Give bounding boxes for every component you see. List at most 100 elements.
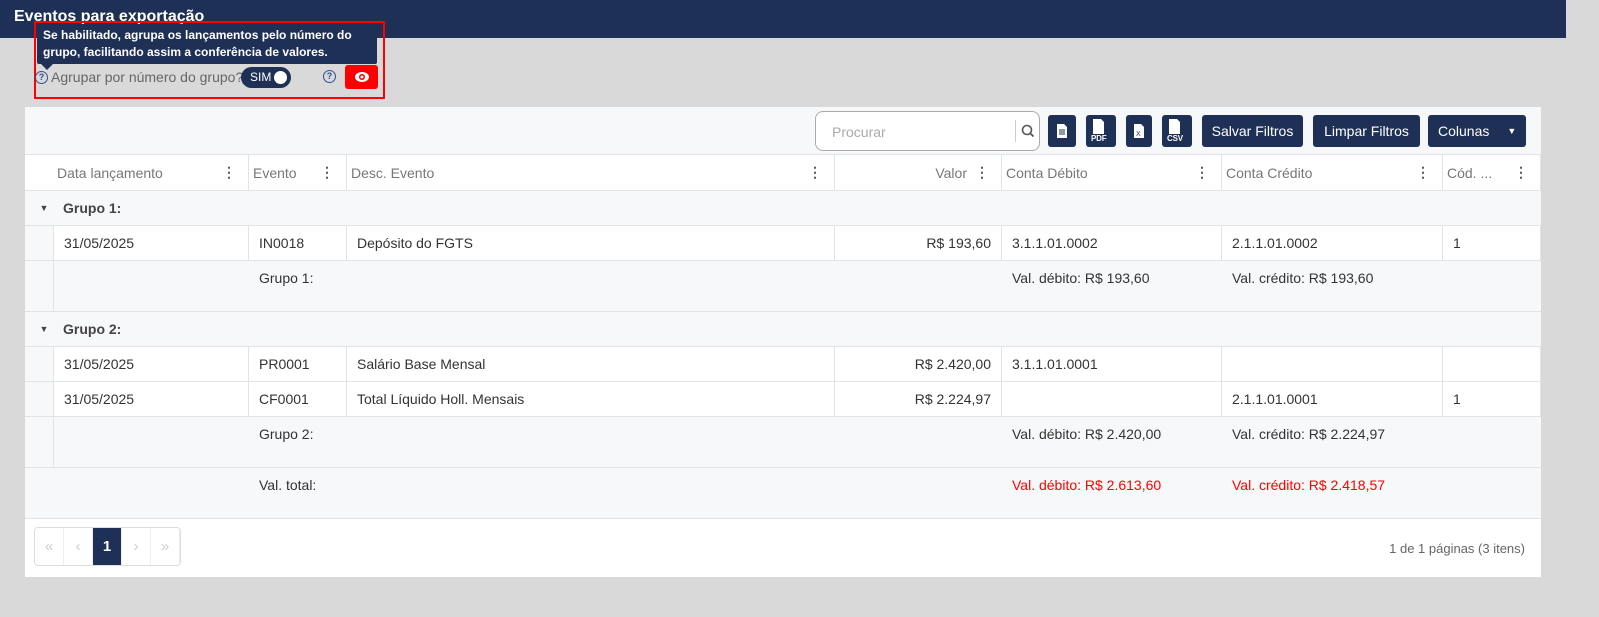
group-subtotal-row: Grupo 2: Val. débito: R$ 2.420,00 Val. cré… xyxy=(25,417,1541,468)
column-title: Desc. Evento xyxy=(351,164,435,181)
highlight-box xyxy=(34,21,385,99)
table-toolbar: Procurar PDF X CSV Salvar Filtros Limpar… xyxy=(25,107,1541,155)
export-xls-button[interactable]: X xyxy=(1126,115,1152,147)
table-cell: 3.1.1.01.0001 xyxy=(1002,347,1222,381)
table-cell xyxy=(1443,347,1541,381)
caret-down-icon[interactable]: ▼ xyxy=(39,324,49,334)
table-cell: IN0018 xyxy=(249,226,347,260)
export-txt-button[interactable] xyxy=(1048,115,1076,147)
file-pdf-icon: PDF xyxy=(1090,119,1112,143)
table-cell: R$ 2.224,97 xyxy=(835,382,1002,416)
columns-dropdown[interactable]: Colunas ▼ xyxy=(1428,115,1526,147)
row-indent xyxy=(25,261,54,311)
events-table-panel: Procurar PDF X CSV Salvar Filtros Limpar… xyxy=(25,107,1541,577)
prev-page-button[interactable]: ‹ xyxy=(64,528,93,565)
column-title: Conta Crédito xyxy=(1226,164,1313,181)
table-cell: Total Líquido Holl. Mensais xyxy=(347,382,835,416)
table-cell: 1 xyxy=(1443,226,1541,260)
subtotal-credit: Val. crédito: R$ 193,60 xyxy=(1232,270,1374,286)
column-header[interactable]: Cód. ... ⋮ xyxy=(1443,155,1541,190)
column-header[interactable]: Conta Débito ⋮ xyxy=(1002,155,1222,190)
subtotal-debit: Val. débito: R$ 2.420,00 xyxy=(1012,426,1162,442)
row-indent xyxy=(25,382,54,416)
subtotal-label: Grupo 2: xyxy=(259,426,314,442)
group-header[interactable]: ▼ Grupo 1: xyxy=(25,191,1541,226)
csv-label: CSV xyxy=(1166,134,1184,143)
table-cell: Depósito do FGTS xyxy=(347,226,835,260)
next-page-button[interactable]: › xyxy=(122,528,151,565)
pagination: « ‹ 1 › » xyxy=(34,527,181,566)
last-page-button[interactable]: » xyxy=(151,528,180,565)
column-header[interactable]: Valor ⋮ xyxy=(835,155,1002,190)
search-icon[interactable] xyxy=(1015,120,1039,142)
column-menu-icon[interactable]: ⋮ xyxy=(320,164,334,180)
preview-button[interactable] xyxy=(345,65,378,89)
column-header[interactable]: Desc. Evento ⋮ xyxy=(347,155,835,190)
table-row[interactable]: 31/05/2025 PR0001 Salário Base Mensal R$ 2.… xyxy=(25,347,1541,382)
column-menu-icon[interactable]: ⋮ xyxy=(1195,164,1209,180)
table-cell: CF0001 xyxy=(249,382,347,416)
help-icon[interactable]: ? xyxy=(35,71,48,84)
file-excel-icon: X xyxy=(1134,124,1144,138)
subtotal-credit: Val. crédito: R$ 2.224,97 xyxy=(1232,426,1386,442)
total-debit: Val. débito: R$ 2.613,60 xyxy=(1012,477,1162,493)
column-menu-icon[interactable]: ⋮ xyxy=(975,164,989,180)
subtotal-label: Grupo 1: xyxy=(259,270,314,286)
search-input[interactable]: Procurar xyxy=(815,111,1040,151)
table-cell: R$ 193,60 xyxy=(835,226,1002,260)
table-cell: 2.1.1.01.0002 xyxy=(1222,226,1443,260)
row-indent xyxy=(25,417,54,467)
clear-filters-button[interactable]: Limpar Filtros xyxy=(1313,115,1420,147)
toggle-value: SIM xyxy=(250,70,272,84)
column-header[interactable]: Conta Crédito ⋮ xyxy=(1222,155,1443,190)
column-header[interactable]: Evento ⋮ xyxy=(249,155,347,190)
table-cell: 31/05/2025 xyxy=(54,382,249,416)
row-indent xyxy=(25,226,54,260)
help-icon[interactable]: ? xyxy=(323,70,336,83)
table-cell xyxy=(1002,382,1222,416)
column-title: Cód. ... xyxy=(1447,164,1493,181)
table-cell: 31/05/2025 xyxy=(54,347,249,381)
pdf-label: PDF xyxy=(1090,134,1108,143)
table-cell: 1 xyxy=(1443,382,1541,416)
column-title: Data lançamento xyxy=(57,164,163,181)
save-filters-button[interactable]: Salvar Filtros xyxy=(1202,115,1303,147)
total-label: Val. total: xyxy=(259,477,317,493)
column-title: Conta Débito xyxy=(1006,164,1088,181)
total-row: Val. total: Val. débito: R$ 2.613,60 Val. … xyxy=(25,468,1541,519)
export-csv-button[interactable]: CSV xyxy=(1162,115,1192,147)
group-header[interactable]: ▼ Grupo 2: xyxy=(25,312,1541,347)
tooltip: Se habilitado, agrupa os lançamentos pel… xyxy=(37,24,377,70)
first-page-button[interactable]: « xyxy=(35,528,64,565)
group-title: Grupo 2: xyxy=(63,321,122,337)
column-menu-icon[interactable]: ⋮ xyxy=(222,164,236,180)
table-cell: PR0001 xyxy=(249,347,347,381)
table-row[interactable]: 31/05/2025 IN0018 Depósito do FGTS R$ 193,6… xyxy=(25,226,1541,261)
group-toggle-label: Agrupar por número do grupo? xyxy=(51,69,244,85)
group-toggle[interactable]: SIM xyxy=(241,67,291,88)
group-subtotal-row: Grupo 1: Val. débito: R$ 193,60 Val. crédi… xyxy=(25,261,1541,312)
column-menu-icon[interactable]: ⋮ xyxy=(808,164,822,180)
pagination-info: 1 de 1 páginas (3 itens) xyxy=(1389,541,1525,556)
column-menu-icon[interactable]: ⋮ xyxy=(1416,164,1430,180)
column-menu-icon[interactable]: ⋮ xyxy=(1514,164,1528,180)
row-indent xyxy=(25,347,54,381)
total-credit: Val. crédito: R$ 2.418,57 xyxy=(1232,477,1386,493)
columns-label: Colunas xyxy=(1438,123,1490,139)
table-row[interactable]: 31/05/2025 CF0001 Total Líquido Holl. Mens… xyxy=(25,382,1541,417)
column-header[interactable]: Data lançamento ⋮ xyxy=(25,155,249,190)
caret-down-icon[interactable]: ▼ xyxy=(39,203,49,213)
export-pdf-button[interactable]: PDF xyxy=(1086,115,1116,147)
table-header: Data lançamento ⋮ Evento ⋮ Desc. Evento ⋮ Valo… xyxy=(25,155,1541,191)
eye-icon xyxy=(354,72,369,82)
table-cell: 2.1.1.01.0001 xyxy=(1222,382,1443,416)
column-title: Valor xyxy=(935,164,967,181)
page-title: Eventos para exportação xyxy=(14,8,205,25)
caret-down-icon: ▼ xyxy=(1507,126,1517,136)
table-cell xyxy=(1222,347,1443,381)
group-title: Grupo 1: xyxy=(63,200,122,216)
page-1-button[interactable]: 1 xyxy=(93,528,122,565)
toggle-knob xyxy=(274,71,287,84)
column-title: Evento xyxy=(253,164,297,181)
table-cell: Salário Base Mensal xyxy=(347,347,835,381)
